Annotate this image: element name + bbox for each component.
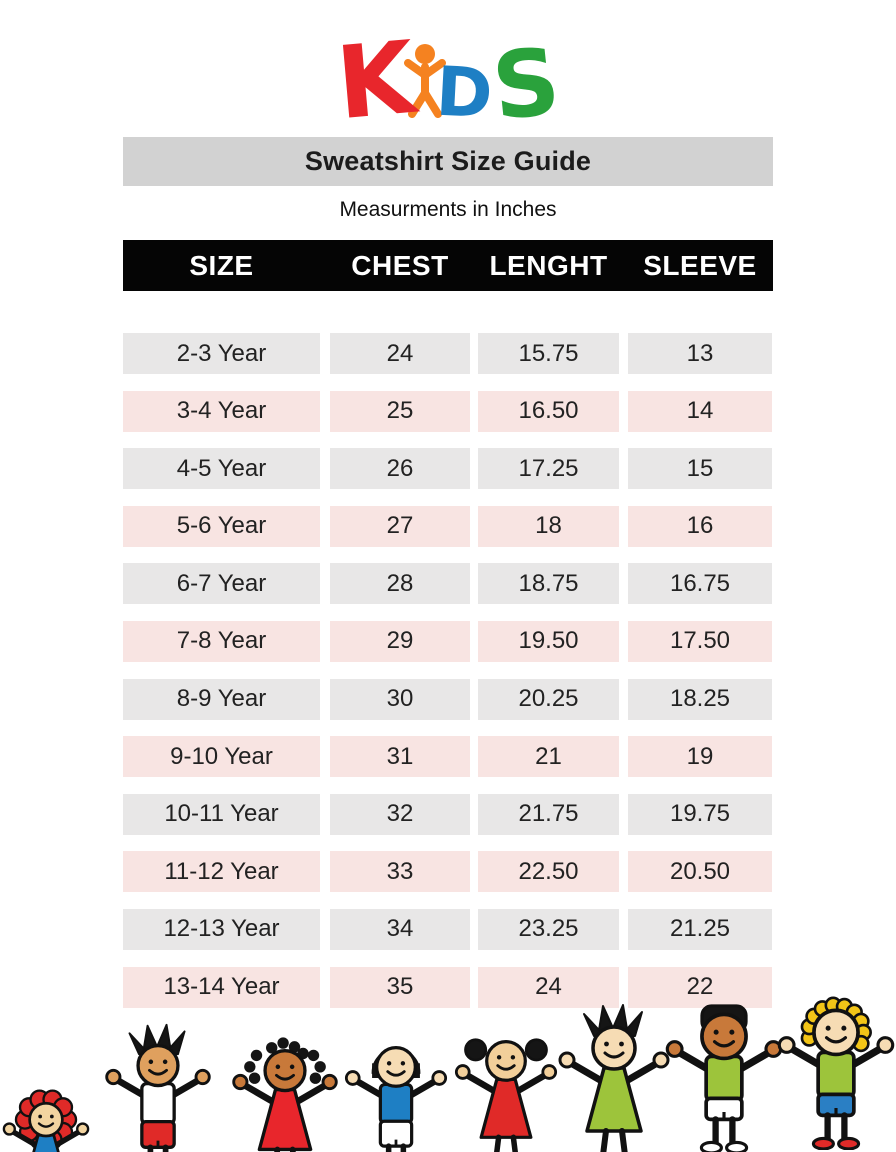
cell-sleeve: 21.25 xyxy=(628,908,772,950)
cell-chest: 24 xyxy=(330,333,470,374)
logo-letter-s: S xyxy=(487,27,565,141)
cell-length: 18 xyxy=(478,505,619,547)
boy-bowl-cut-blue-shirt-white-pants-illustration xyxy=(344,1046,448,1152)
cell-chest: 28 xyxy=(330,563,470,605)
cell-size: 5-6 Year xyxy=(123,505,320,547)
kids-logo: K D S xyxy=(0,16,896,143)
cell-chest: 35 xyxy=(330,966,470,1008)
cell-size: 9-10 Year xyxy=(123,736,320,778)
cell-length: 15.75 xyxy=(478,333,619,374)
cell-size: 3-4 Year xyxy=(123,390,320,432)
table-row: 12-13 Year 34 23.25 21.25 xyxy=(123,908,773,950)
cell-sleeve: 13 xyxy=(628,333,772,374)
cell-size: 11-12 Year xyxy=(123,851,320,893)
cell-sleeve: 15 xyxy=(628,448,772,490)
cell-size: 7-8 Year xyxy=(123,620,320,662)
table-row: 11-12 Year 33 22.50 20.50 xyxy=(123,851,773,893)
table-row: 4-5 Year 26 17.25 15 xyxy=(123,448,773,490)
table-row: 2-3 Year 24 15.75 13 xyxy=(123,333,773,374)
cell-length: 21.75 xyxy=(478,793,619,835)
cell-sleeve: 16.75 xyxy=(628,563,772,605)
cell-size: 12-13 Year xyxy=(123,908,320,950)
table-row: 9-10 Year 31 21 19 xyxy=(123,736,773,778)
logo-letter-d: D xyxy=(434,52,495,135)
boy-green-tank-white-shorts-illustration xyxy=(665,1004,783,1152)
page-title: Sweatshirt Size Guide xyxy=(304,146,592,176)
boy-spiky-hair-white-shirt-red-pants-illustration xyxy=(105,1023,211,1152)
cell-chest: 33 xyxy=(330,851,470,893)
cell-length: 24 xyxy=(478,966,619,1008)
cell-length: 23.25 xyxy=(478,908,619,950)
cell-sleeve: 19.75 xyxy=(628,793,772,835)
table-row: 13-14 Year 35 24 22 xyxy=(123,966,773,1008)
table-row: 10-11 Year 32 21.75 19.75 xyxy=(123,793,773,835)
cell-length: 20.25 xyxy=(478,678,619,720)
cell-length: 19.50 xyxy=(478,620,619,662)
cell-sleeve: 16 xyxy=(628,505,772,547)
table-row: 5-6 Year 27 18 16 xyxy=(123,505,773,547)
cell-size: 6-7 Year xyxy=(123,563,320,605)
cell-sleeve: 19 xyxy=(628,736,772,778)
table-header-row: SIZE CHEST LENGHT SLEEVE xyxy=(123,240,773,291)
cell-chest: 25 xyxy=(330,390,470,432)
header-chest: CHEST xyxy=(351,249,449,281)
boy-blonde-green-shirt-blue-shorts-illustration xyxy=(777,996,895,1150)
title-bar: Sweatshirt Size Guide xyxy=(123,137,773,186)
header-sleeve: SLEEVE xyxy=(643,249,757,281)
cell-length: 18.75 xyxy=(478,563,619,605)
cell-chest: 26 xyxy=(330,448,470,490)
header-size: SIZE xyxy=(189,249,254,281)
girl-pigtails-red-dress-illustration xyxy=(454,1038,558,1152)
cell-sleeve: 22 xyxy=(628,966,772,1008)
subtitle: Measurments in Inches xyxy=(339,198,557,221)
child-figure-icon xyxy=(404,44,447,118)
cell-chest: 27 xyxy=(330,505,470,547)
size-table: 2-3 Year 24 15.75 13 3-4 Year 25 16.50 14 4-5 Ye… xyxy=(123,333,773,1024)
cell-chest: 32 xyxy=(330,793,470,835)
cell-chest: 31 xyxy=(330,736,470,778)
cell-sleeve: 20.50 xyxy=(628,851,772,893)
cell-size: 8-9 Year xyxy=(123,678,320,720)
cell-sleeve: 18.25 xyxy=(628,678,772,720)
table-row: 3-4 Year 25 16.50 14 xyxy=(123,390,773,432)
cell-size: 4-5 Year xyxy=(123,448,320,490)
cell-length: 22.50 xyxy=(478,851,619,893)
cell-length: 16.50 xyxy=(478,390,619,432)
header-length: LENGHT xyxy=(489,249,608,281)
girl-red-flower-hair-blue-dress-illustration xyxy=(2,1089,90,1152)
kids-illustration-row xyxy=(0,992,896,1152)
cell-size: 13-14 Year xyxy=(123,966,320,1008)
cell-chest: 30 xyxy=(330,678,470,720)
cell-size: 2-3 Year xyxy=(123,333,320,374)
cell-chest: 34 xyxy=(330,908,470,950)
logo-letter-k: K xyxy=(331,18,420,143)
table-row: 6-7 Year 28 18.75 16.75 xyxy=(123,563,773,605)
cell-chest: 29 xyxy=(330,620,470,662)
cell-length: 17.25 xyxy=(478,448,619,490)
girl-curly-pigtails-red-dress-illustration xyxy=(232,1037,338,1152)
cell-length: 21 xyxy=(478,736,619,778)
girl-spiky-hair-green-dress-illustration xyxy=(558,1004,670,1152)
table-row: 7-8 Year 29 19.50 17.50 xyxy=(123,620,773,662)
cell-sleeve: 17.50 xyxy=(628,620,772,662)
table-row: 8-9 Year 30 20.25 18.25 xyxy=(123,678,773,720)
cell-size: 10-11 Year xyxy=(123,793,320,835)
cell-sleeve: 14 xyxy=(628,390,772,432)
